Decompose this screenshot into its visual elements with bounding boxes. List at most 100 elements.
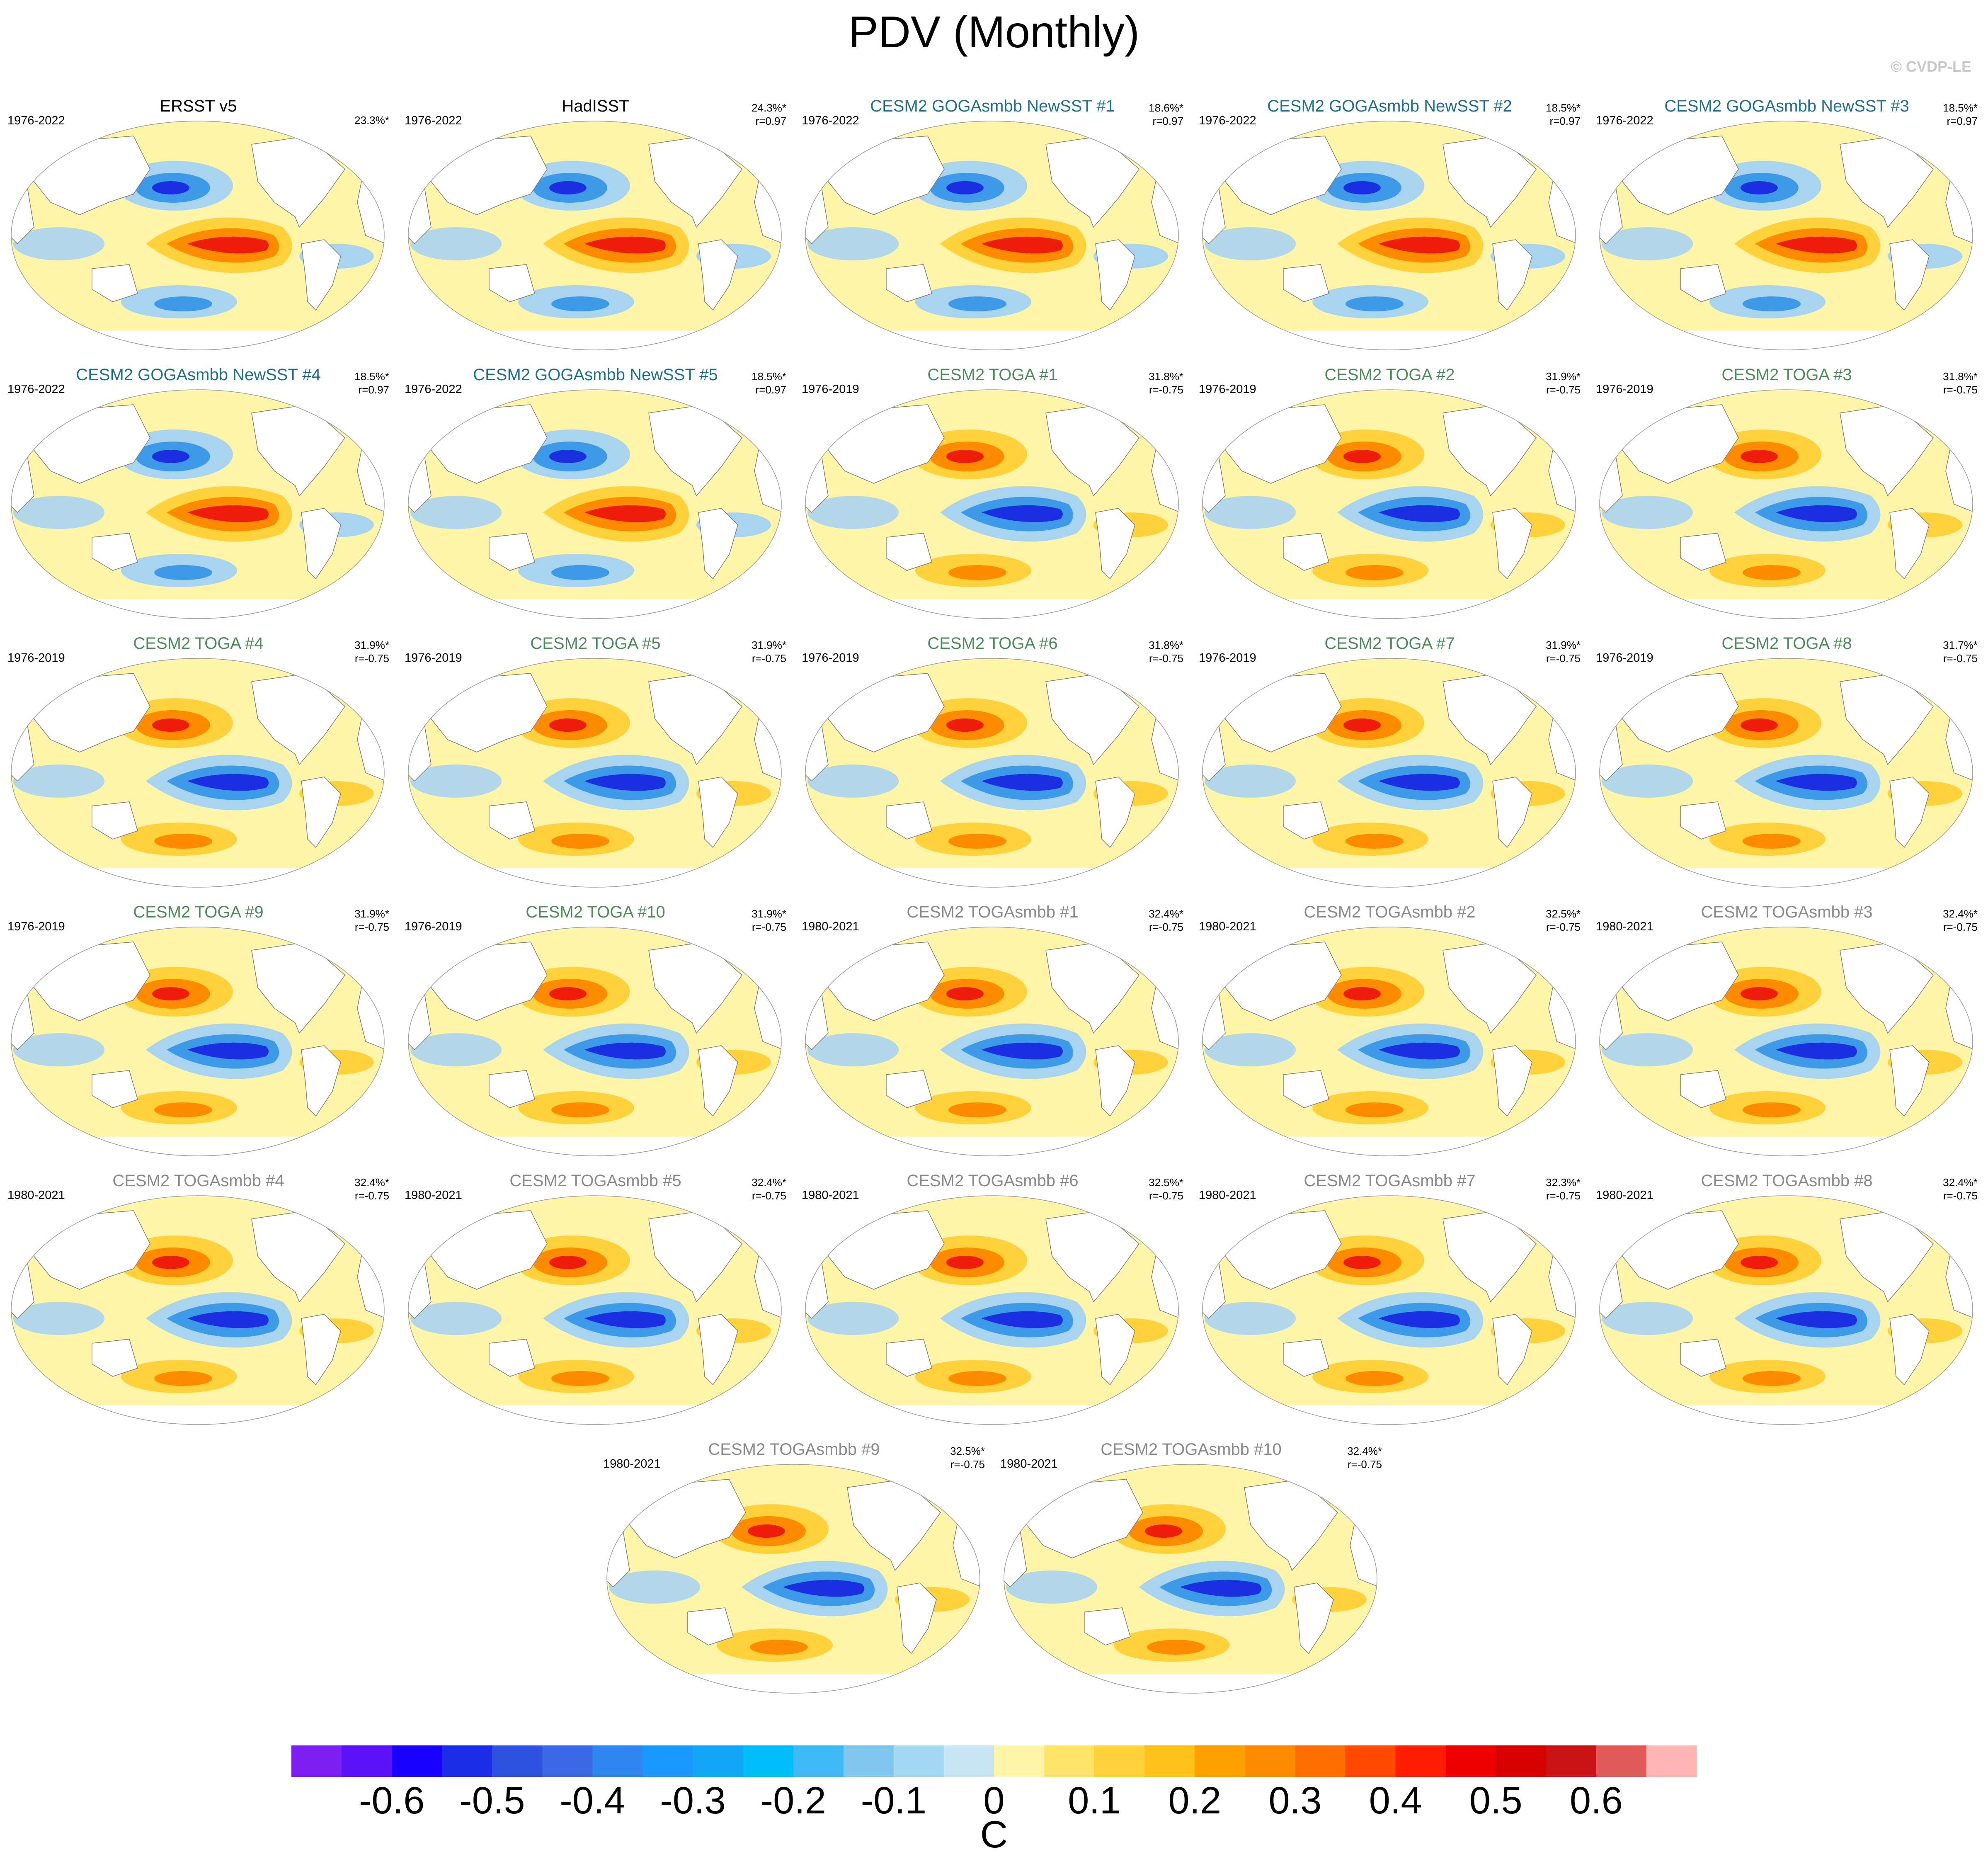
panel-variance-pct: 32.4%* <box>1347 1445 1382 1457</box>
colorbar-swatch <box>893 1745 944 1777</box>
colorbar-swatch <box>392 1745 442 1777</box>
map-panel: CESM2 TOGA #5 1976-2019 31.9%* r=-0.75 <box>397 632 794 893</box>
map-panel: CESM2 GOGAsmbb NewSST #3 1976-2022 18.5%* r… <box>1588 95 1985 356</box>
panel-period: 1976-2022 <box>7 383 65 396</box>
panel-variance-pct: 31.7%* <box>1943 639 1978 651</box>
colorbar-tick-label: -0.1 <box>861 1779 927 1822</box>
colorbar-swatch <box>1044 1745 1095 1777</box>
panel-period: 1976-2019 <box>802 651 859 665</box>
pdv-map <box>606 1464 980 1694</box>
colorbar-tick-label: 0.6 <box>1569 1779 1623 1822</box>
pdv-map <box>805 389 1179 619</box>
australia-land <box>886 533 932 571</box>
panel-title: CESM2 TOGA #2 <box>1324 366 1455 384</box>
colorbar-tick-label: 0 <box>983 1779 1005 1822</box>
panel-period: 1980-2021 <box>1199 1189 1256 1202</box>
panel-title: CESM2 TOGAsmbb #10 <box>1101 1440 1282 1459</box>
panel-period: 1976-2022 <box>405 114 462 127</box>
antarctica-land <box>805 1405 1178 1425</box>
panel-title: CESM2 TOGAsmbb #9 <box>708 1440 880 1459</box>
map-border <box>11 927 385 1156</box>
panel-variance-pct: 18.5%* <box>1943 102 1978 114</box>
panel-title: CESM2 GOGAsmbb NewSST #2 <box>1267 97 1512 115</box>
australia-land <box>687 1607 734 1646</box>
australia-land <box>1680 1339 1726 1377</box>
south-america-land <box>698 777 738 848</box>
indian-ocean-anomaly <box>1205 227 1296 260</box>
south-america-land <box>1889 777 1930 848</box>
colorbar-tick-label: 0.2 <box>1168 1779 1222 1822</box>
panel-period: 1980-2021 <box>603 1457 661 1471</box>
panel-title: CESM2 TOGAsmbb #7 <box>1304 1172 1476 1190</box>
panel-title: CESM2 TOGA #3 <box>1721 366 1852 384</box>
panel-variance-pct: 32.5%* <box>950 1445 985 1457</box>
map-panel: CESM2 TOGA #7 1976-2019 31.9%* r=-0.75 <box>1191 632 1588 893</box>
panel-variance-pct: 23.3%* <box>354 114 389 126</box>
colorbar-tick-label: -0.6 <box>359 1779 425 1822</box>
panel-variance-pct: 31.9%* <box>354 639 389 651</box>
indian-ocean-anomaly <box>807 496 899 529</box>
panel-pattern-correlation: r=-0.75 <box>1546 383 1581 396</box>
south-america-land <box>1492 1314 1532 1386</box>
australia-land <box>489 1070 535 1108</box>
colorbar-unit: C <box>980 1813 1008 1856</box>
pdv-map <box>1599 927 1973 1156</box>
south-america-land <box>1889 239 1930 311</box>
panel-variance-pct: 32.4%* <box>354 1176 389 1189</box>
pdv-map <box>1599 1195 1973 1425</box>
australia-land <box>489 264 535 302</box>
indian-ocean-anomaly <box>1602 1302 1693 1335</box>
colorbar-swatch <box>1295 1745 1346 1777</box>
pdv-map <box>1599 389 1973 619</box>
pdv-map <box>11 927 385 1156</box>
pdv-map <box>1202 658 1576 888</box>
panel-variance-pct: 32.4%* <box>752 1176 786 1189</box>
indian-ocean-anomaly <box>410 1302 502 1335</box>
pdv-map <box>1202 1195 1576 1425</box>
colorbar-swatch <box>843 1745 894 1777</box>
panel-pattern-correlation: r=-0.75 <box>1546 652 1581 665</box>
south-america-land <box>1492 239 1532 311</box>
colorbar-swatch <box>642 1745 693 1777</box>
indian-ocean-anomaly <box>410 496 502 529</box>
antarctica-land <box>11 1137 384 1156</box>
antarctica-land <box>1004 1674 1377 1693</box>
map-panel: CESM2 GOGAsmbb NewSST #4 1976-2022 18.5%* r… <box>0 363 397 624</box>
pdv-map <box>408 658 782 888</box>
south-america-land <box>1095 1045 1135 1117</box>
panel-period: 1976-2019 <box>1199 651 1256 665</box>
indian-ocean-anomaly <box>13 496 104 529</box>
panel-period: 1976-2019 <box>1199 383 1256 396</box>
australia-land <box>92 533 138 571</box>
map-panel: CESM2 TOGAsmbb #2 1980-2021 32.5%* r=-0.75 <box>1191 900 1588 1162</box>
colorbar-swatch <box>1445 1745 1496 1777</box>
panel-variance-pct: 32.4%* <box>1943 1176 1978 1189</box>
panel-title: CESM2 TOGAsmbb #6 <box>907 1172 1079 1190</box>
panel-variance-pct: 32.4%* <box>1943 908 1978 920</box>
map-panel: CESM2 TOGA #9 1976-2019 31.9%* r=-0.75 <box>0 900 397 1162</box>
map-panel: CESM2 TOGAsmbb #5 1980-2021 32.4%* r=-0.75 <box>397 1169 794 1430</box>
panel-variance-pct: 31.9%* <box>752 908 786 920</box>
pdv-map <box>408 389 782 619</box>
panel-period: 1976-2019 <box>1596 383 1653 396</box>
indian-ocean-anomaly <box>1602 227 1693 260</box>
panel-variance-pct: 31.9%* <box>1546 639 1581 651</box>
panel-pattern-correlation: r=-0.75 <box>1943 652 1978 665</box>
panel-period: 1980-2021 <box>802 920 859 933</box>
indian-ocean-anomaly <box>807 227 899 260</box>
south-america-land <box>698 1314 738 1386</box>
panel-variance-pct: 32.5%* <box>1546 908 1581 920</box>
pdv-map <box>1202 927 1576 1156</box>
panel-title: CESM2 TOGAsmbb #4 <box>112 1172 284 1190</box>
australia-land <box>1283 533 1329 571</box>
colorbar-swatch <box>1546 1745 1597 1777</box>
panel-title: CESM2 GOGAsmbb NewSST #5 <box>473 366 718 384</box>
map-panel: ERSST v5 1976-2022 23.3%* <box>0 95 397 356</box>
australia-land <box>886 801 932 840</box>
australia-land <box>886 1339 932 1377</box>
antarctica-land <box>408 1405 781 1425</box>
colorbar-tick-label: -0.3 <box>660 1779 726 1822</box>
panel-variance-pct: 32.5%* <box>1149 1176 1183 1189</box>
panel-pattern-correlation: r=-0.75 <box>1943 921 1978 933</box>
colorbar-swatch <box>291 1745 342 1777</box>
